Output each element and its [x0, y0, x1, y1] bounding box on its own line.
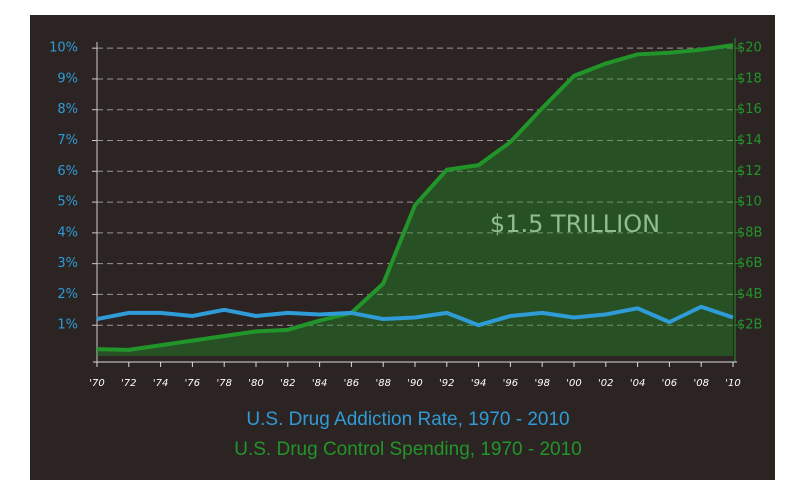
area: [97, 45, 733, 356]
y2-tick-label: $2B: [737, 318, 762, 333]
x-tick-label: '02: [598, 378, 613, 389]
series-line: [96, 43, 734, 352]
y-tick-label: 2%: [57, 287, 78, 302]
x-tick-label: '90: [407, 378, 422, 389]
chart-background: [30, 15, 775, 480]
y-tick-label: 8%: [57, 102, 78, 117]
y2-tick-label: $18: [737, 71, 762, 86]
x-tick-label: '84: [312, 378, 327, 389]
x-tick-label: '74: [153, 378, 168, 389]
series-line: [96, 304, 734, 328]
y2-tick-label: $14: [737, 133, 762, 148]
x-tick-label: '80: [248, 378, 263, 389]
x-tick-label: '08: [693, 378, 708, 389]
y-tick-label: 1%: [57, 318, 78, 333]
x-tick-label: '06: [662, 378, 677, 389]
x-tick-label: '70: [89, 378, 104, 389]
y2-tick-label: $16: [737, 102, 762, 117]
x-tick-label: '94: [471, 378, 486, 389]
y2-tick-label: $4B: [737, 287, 762, 302]
y-tick-label: 6%: [57, 164, 78, 179]
y2-tick-label: $10: [737, 195, 762, 210]
x-tick-label: '82: [280, 378, 295, 389]
legend-label: U.S. Drug Addiction Rate, 1970 - 2010: [246, 409, 569, 430]
x-tick-label: '92: [439, 378, 454, 389]
x-tick-label: '78: [216, 378, 231, 389]
legend: U.S. Drug Addiction Rate, 1970 - 2010 U.S…: [234, 409, 582, 460]
legend-label: U.S. Drug Control Spending, 1970 - 2010: [234, 439, 582, 460]
x-tick-label: '88: [375, 378, 390, 389]
x-tick-label: '96: [503, 378, 518, 389]
x-tick-label: '04: [630, 378, 645, 389]
x-tick-label: '86: [344, 378, 359, 389]
x-tick-label: '00: [566, 378, 581, 389]
y2-tick-label: $6B: [737, 256, 762, 271]
y2-tick-label: $20: [737, 41, 762, 56]
y-tick-label: 3%: [57, 256, 78, 271]
x-tick-label: '98: [534, 378, 549, 389]
y2-tick-label: $12: [737, 164, 762, 179]
y2-tick-label: $8B: [737, 225, 762, 240]
x-tick-label: '10: [725, 378, 740, 389]
y-tick-label: 5%: [57, 195, 78, 210]
x-tick-label: '76: [185, 378, 200, 389]
y-tick-label: 10%: [49, 41, 78, 56]
y-tick-label: 7%: [57, 133, 78, 148]
x-tick-label: '72: [121, 378, 136, 389]
y-tick-label: 9%: [57, 71, 78, 86]
y-tick-label: 4%: [57, 225, 78, 240]
